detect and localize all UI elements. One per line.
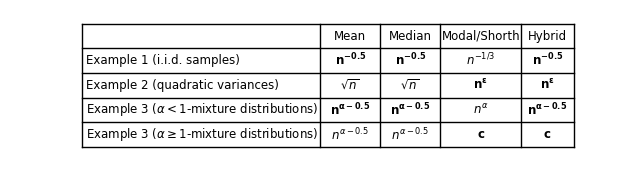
- Text: $\mathbf{n^{\alpha-0.5}}$: $\mathbf{n^{\alpha-0.5}}$: [527, 102, 568, 118]
- Text: $\mathbf{n^{\alpha-0.5}}$: $\mathbf{n^{\alpha-0.5}}$: [330, 102, 371, 118]
- Text: $n^{-1/3}$: $n^{-1/3}$: [466, 52, 495, 69]
- Text: $\mathbf{n^{\epsilon}}$: $\mathbf{n^{\epsilon}}$: [474, 78, 488, 92]
- Text: $\sqrt{n}$: $\sqrt{n}$: [401, 78, 420, 92]
- Text: $\mathbf{n^{\epsilon}}$: $\mathbf{n^{\epsilon}}$: [540, 78, 555, 92]
- Text: $n^{\alpha-0.5}$: $n^{\alpha-0.5}$: [332, 127, 369, 143]
- Text: Mean: Mean: [334, 30, 366, 42]
- Text: Hybrid: Hybrid: [528, 30, 567, 42]
- Text: $\mathbf{n^{-0.5}}$: $\mathbf{n^{-0.5}}$: [335, 52, 366, 69]
- Text: Example 3 ($\alpha \geq 1$-mixture distributions): Example 3 ($\alpha \geq 1$-mixture distr…: [86, 126, 319, 143]
- Text: $\mathbf{n^{-0.5}}$: $\mathbf{n^{-0.5}}$: [395, 52, 426, 69]
- Text: $\mathbf{n^{\alpha-0.5}}$: $\mathbf{n^{\alpha-0.5}}$: [390, 102, 430, 118]
- Text: $n^{\alpha-0.5}$: $n^{\alpha-0.5}$: [391, 127, 429, 143]
- Text: $n^{\alpha}$: $n^{\alpha}$: [473, 103, 488, 117]
- Text: $\mathbf{c}$: $\mathbf{c}$: [543, 128, 552, 141]
- Text: Example 1 (i.i.d. samples): Example 1 (i.i.d. samples): [86, 54, 241, 67]
- Text: Modal/Shorth: Modal/Shorth: [442, 30, 520, 42]
- Text: Example 3 ($\alpha < 1$-mixture distributions): Example 3 ($\alpha < 1$-mixture distribu…: [86, 101, 319, 118]
- Text: $\mathbf{n^{-0.5}}$: $\mathbf{n^{-0.5}}$: [532, 52, 563, 69]
- Text: $\mathbf{c}$: $\mathbf{c}$: [477, 128, 485, 141]
- Text: $\sqrt{n}$: $\sqrt{n}$: [340, 78, 360, 92]
- Text: Example 2 (quadratic variances): Example 2 (quadratic variances): [86, 79, 279, 92]
- Text: Median: Median: [388, 30, 432, 42]
